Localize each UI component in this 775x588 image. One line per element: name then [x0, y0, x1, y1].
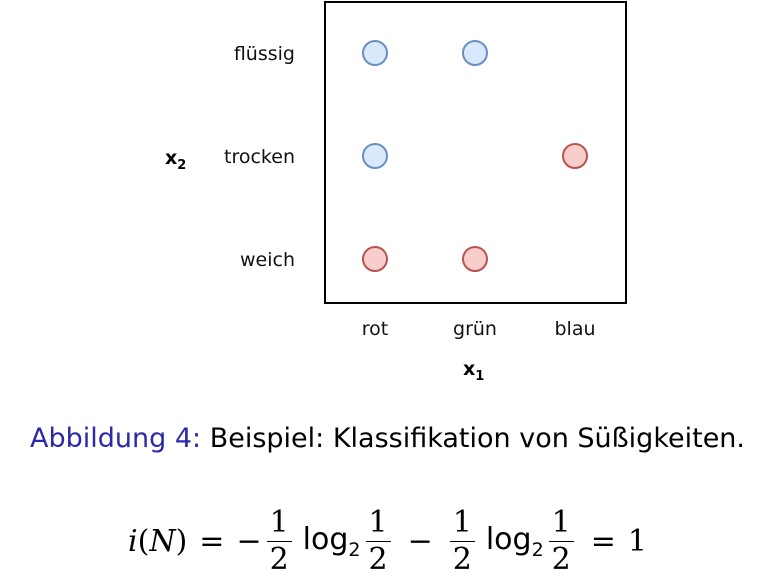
- x-tick-label: blau: [554, 318, 595, 340]
- formula-minus: −: [407, 523, 433, 559]
- figure-caption: Abbildung 4: Beispiel: Klassifikation vo…: [0, 422, 775, 456]
- data-points: [362, 40, 588, 272]
- y-tick-label: weich: [240, 249, 295, 271]
- x-tick-label: grün: [453, 318, 497, 340]
- formula-equals: =: [199, 523, 225, 559]
- formula-equals: =: [590, 523, 616, 559]
- plot-frame: [324, 1, 627, 304]
- y-axis-label: x2: [165, 147, 186, 173]
- formula-paren-open: (: [137, 523, 150, 559]
- y-tick-labels: flüssig trocken weich: [224, 43, 295, 271]
- y-tick-label: flüssig: [234, 43, 295, 65]
- caption-text: Beispiel: Klassifikation von Süßigkeiten…: [201, 423, 745, 454]
- data-point: [362, 143, 388, 169]
- y-tick-label: trocken: [224, 146, 295, 168]
- formula-result: 1: [627, 523, 647, 559]
- formula-paren-close: ): [175, 523, 188, 559]
- formula-minus: −: [236, 523, 262, 559]
- formula-log: log2: [485, 521, 544, 561]
- data-point: [562, 143, 588, 169]
- formula-func: i: [128, 523, 138, 559]
- caption-label: Abbildung 4:: [29, 423, 202, 454]
- data-point: [362, 246, 388, 272]
- data-point: [462, 40, 488, 66]
- formula-arg: N: [149, 523, 176, 559]
- data-point: [362, 40, 388, 66]
- x-tick-label: rot: [362, 318, 388, 340]
- x-tick-labels: rot grün blau: [362, 318, 596, 340]
- x-axis-label: x1: [463, 358, 484, 384]
- data-point: [462, 246, 488, 272]
- formula-log: log2: [302, 521, 361, 561]
- scatter-figure: flüssig trocken weich rot grün blau x2 x1: [165, 1, 627, 384]
